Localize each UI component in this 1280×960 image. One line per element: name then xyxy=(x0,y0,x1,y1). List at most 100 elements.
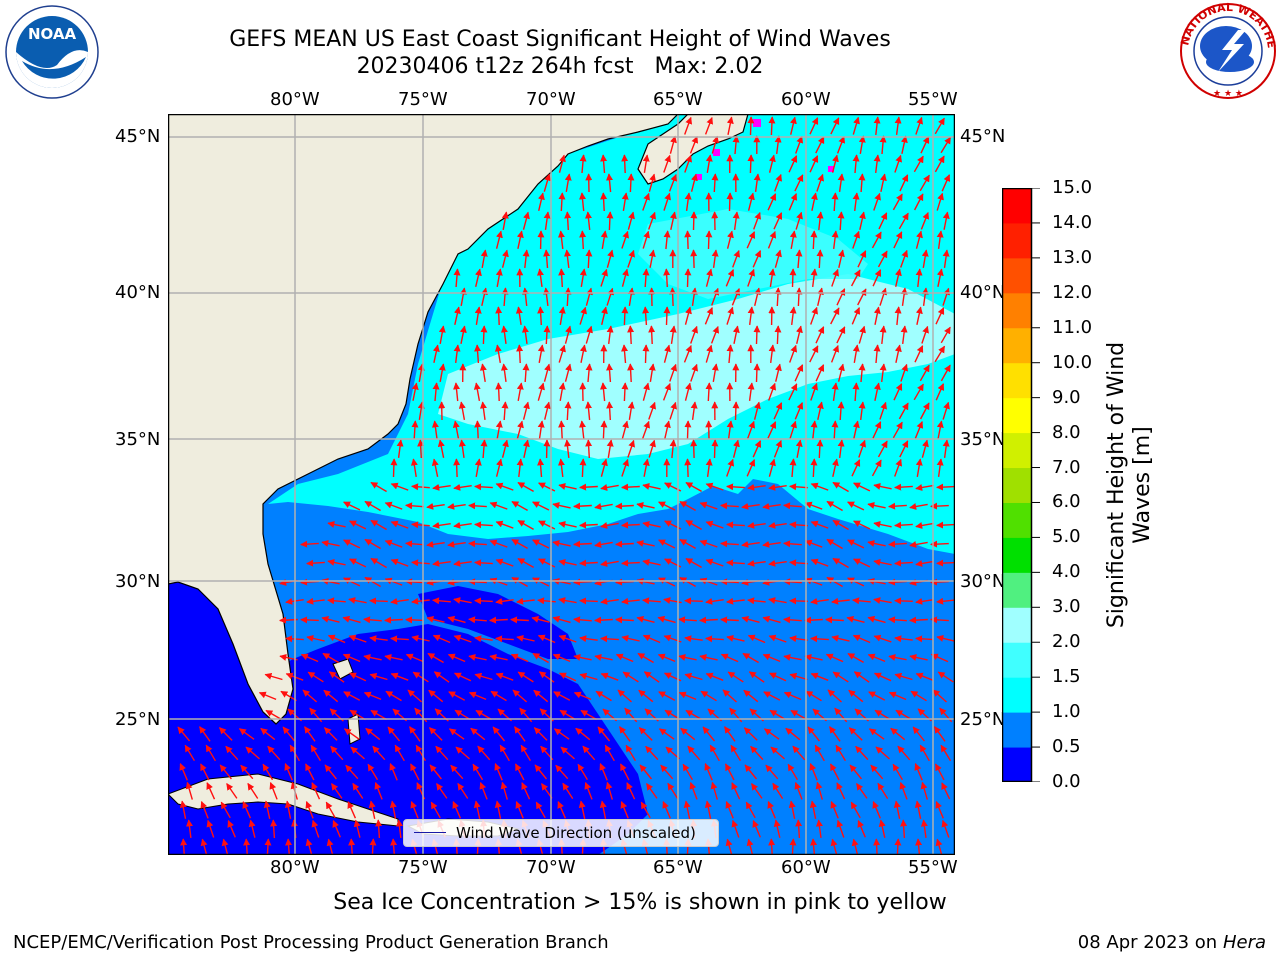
wave-arrow xyxy=(555,764,569,780)
wave-arrow xyxy=(684,597,703,605)
wave-arrow xyxy=(768,634,787,643)
wave-arrow xyxy=(920,819,928,838)
wave-arrow xyxy=(750,745,764,761)
wave-arrow xyxy=(365,727,381,741)
wave-arrow xyxy=(468,616,487,624)
wave-arrow xyxy=(816,401,824,420)
wave-arrow xyxy=(731,288,741,306)
wave-arrow xyxy=(747,521,766,529)
wave-arrow xyxy=(492,726,506,742)
wave-arrow xyxy=(558,192,566,212)
wave-arrow xyxy=(385,690,402,702)
wave-arrow xyxy=(815,364,825,382)
wave-arrow xyxy=(302,689,318,703)
wave-arrow xyxy=(663,268,671,288)
wave-arrow xyxy=(667,782,679,799)
wave-arrow xyxy=(831,154,839,173)
wave-arrow xyxy=(578,800,586,819)
wave-arrow xyxy=(619,763,630,781)
wave-arrow xyxy=(321,540,340,547)
wave-arrow xyxy=(857,250,867,268)
wave-arrow xyxy=(563,249,571,268)
wave-arrow xyxy=(620,801,629,819)
wave-arrow xyxy=(636,615,655,623)
wave-arrow xyxy=(678,654,697,661)
wave-arrow xyxy=(437,439,445,458)
wave-arrow xyxy=(455,746,470,760)
wave-arrow xyxy=(909,503,928,510)
wave-arrow xyxy=(621,559,640,567)
wave-arrow xyxy=(705,520,724,529)
lon-label-bottom: 65°W xyxy=(653,857,703,878)
wave-arrow xyxy=(642,230,650,249)
wave-arrow xyxy=(752,440,762,458)
wave-arrow xyxy=(600,672,619,681)
wave-arrow xyxy=(747,268,756,287)
wave-arrow xyxy=(495,268,503,288)
wave-arrow xyxy=(684,420,692,440)
wave-arrow xyxy=(767,421,777,439)
wave-arrow xyxy=(685,709,702,721)
wave-arrow xyxy=(832,557,849,569)
wave-arrow xyxy=(453,458,461,478)
wave-arrow xyxy=(873,192,881,211)
wave-arrow xyxy=(489,539,508,548)
wave-arrow xyxy=(783,691,802,701)
wave-arrow xyxy=(372,745,386,761)
wave-arrow xyxy=(475,709,492,721)
wave-arrow xyxy=(600,597,619,605)
wave-arrow xyxy=(521,782,531,800)
wave-arrow xyxy=(720,653,739,663)
wave-arrow xyxy=(894,458,903,477)
wave-arrow xyxy=(538,192,545,211)
wave-arrow xyxy=(494,763,503,781)
wave-arrow xyxy=(364,538,381,550)
wave-arrow xyxy=(642,268,650,288)
wave-arrow xyxy=(626,782,636,800)
wave-arrow xyxy=(789,344,798,363)
wave-arrow xyxy=(606,401,614,421)
wave-arrow xyxy=(894,306,902,326)
colorbar-tick-label: 5.0 xyxy=(1052,526,1081,548)
wave-arrow xyxy=(452,420,460,439)
wave-arrow xyxy=(532,501,550,511)
wave-arrow xyxy=(768,154,776,173)
wave-arrow xyxy=(913,155,924,173)
wave-arrow xyxy=(935,307,945,325)
wave-arrow xyxy=(705,344,713,363)
colorbar-segment xyxy=(1002,537,1032,573)
wave-arrow xyxy=(934,117,945,135)
sea-ice xyxy=(713,149,720,156)
wave-arrow xyxy=(350,746,365,760)
wave-arrow xyxy=(473,382,481,402)
wave-arrow xyxy=(753,325,761,345)
wave-arrow xyxy=(585,401,592,421)
wave-arrow xyxy=(768,521,787,529)
wave-arrow xyxy=(910,690,927,702)
wave-arrow xyxy=(474,483,493,491)
wave-arrow xyxy=(343,577,361,587)
wave-arrow xyxy=(747,559,766,567)
wave-arrow xyxy=(795,211,803,230)
wave-arrow xyxy=(699,654,718,661)
wave-arrow xyxy=(411,597,430,605)
wave-arrow xyxy=(510,616,529,624)
wave-arrow xyxy=(684,382,692,401)
sea-ice xyxy=(753,119,761,127)
wave-arrow xyxy=(684,458,692,478)
wave-arrow xyxy=(753,173,761,192)
wave-arrow xyxy=(837,401,845,421)
wave-arrow xyxy=(558,559,577,566)
wave-arrow xyxy=(405,502,424,510)
wave-arrow xyxy=(573,616,592,624)
wave-arrow xyxy=(558,344,566,363)
wave-arrow xyxy=(915,635,934,643)
wave-arrow xyxy=(794,174,804,192)
wave-arrow xyxy=(306,597,325,605)
footer-date-text: 08 Apr 2023 on xyxy=(1077,932,1218,953)
colorbar-segment xyxy=(1002,432,1032,469)
wave-arrow xyxy=(621,420,629,439)
wave-arrow xyxy=(768,382,777,401)
wave-arrow xyxy=(851,307,861,325)
wave-arrow xyxy=(522,211,530,230)
